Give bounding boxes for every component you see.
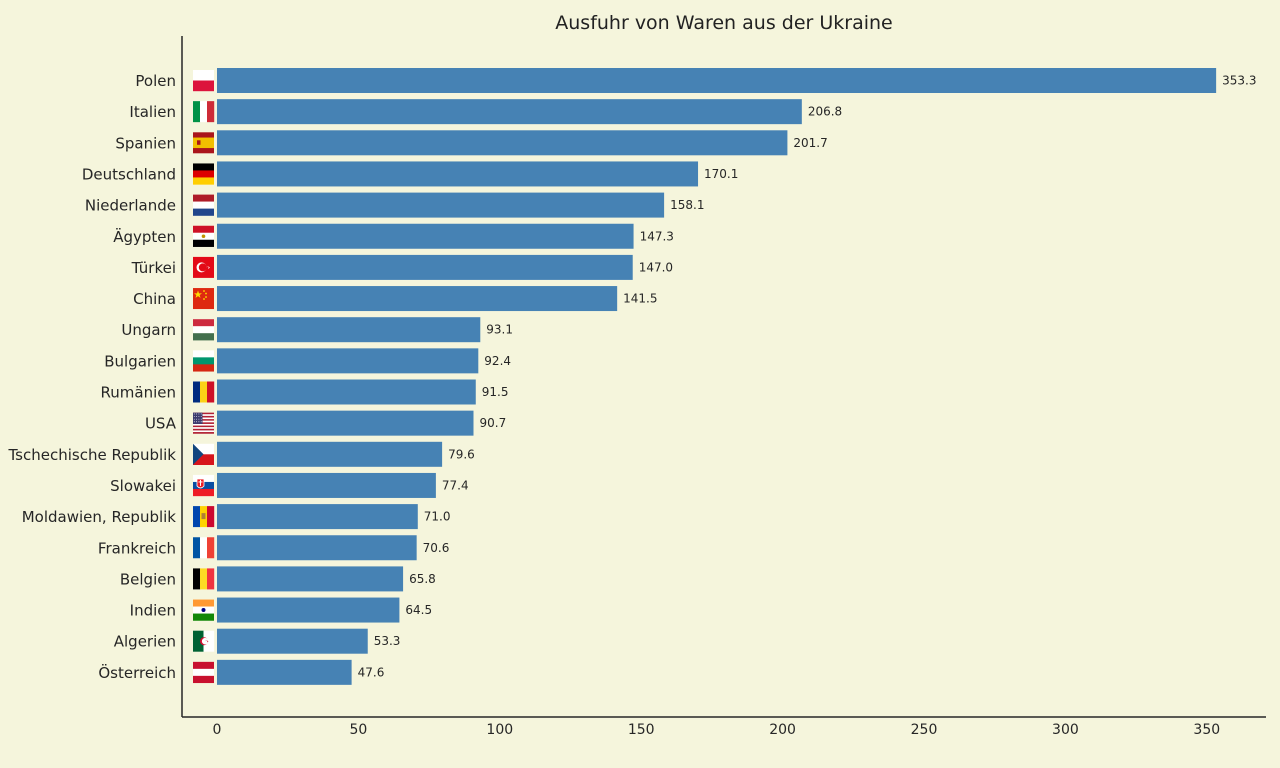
category-label: Niederlande (85, 197, 176, 215)
bar-10 (217, 379, 476, 405)
flag-hungary-icon (193, 319, 214, 341)
category-label: Frankreich (98, 539, 176, 557)
bar-1 (217, 99, 802, 125)
axes: 0 50 100 150 200 250 300 350 (181, 36, 1266, 738)
value-label: 64.5 (405, 603, 432, 617)
bar-9 (217, 348, 479, 374)
bar-0 (217, 68, 1217, 93)
value-label: 201.7 (793, 136, 827, 150)
bar-3 (217, 161, 699, 187)
category-label: Belgien (120, 570, 176, 588)
bars-layer (217, 68, 1217, 685)
bar-11 (217, 410, 474, 436)
category-label: Algerien (114, 633, 176, 651)
category-label: Italien (129, 103, 176, 121)
flag-austria-icon (193, 661, 214, 684)
chart-title: Ausfuhr von Waren aus der Ukraine (555, 12, 893, 34)
value-label: 77.4 (442, 478, 469, 492)
category-label: Spanien (115, 134, 176, 152)
bar-12 (217, 441, 443, 467)
bar-2 (217, 130, 788, 156)
x-tick-label: 150 (628, 722, 655, 738)
category-label: Deutschland (82, 165, 176, 183)
x-tick-label: 300 (1052, 722, 1079, 738)
value-label: 158.1 (670, 198, 704, 212)
value-label: 53.3 (374, 634, 401, 648)
flag-romania-icon (193, 381, 215, 403)
category-label: Bulgarien (104, 352, 176, 370)
value-label: 79.6 (448, 447, 475, 461)
value-label: 206.8 (808, 105, 842, 119)
category-label: Türkei (131, 259, 176, 277)
flag-belgium-icon (193, 568, 215, 590)
value-label: 71.0 (424, 510, 451, 524)
flag-egypt-icon (193, 225, 214, 247)
value-label: 91.5 (482, 385, 509, 399)
bar-7 (217, 286, 618, 312)
value-label: 47.6 (358, 665, 385, 679)
value-label: 147.3 (640, 229, 674, 243)
bar-18 (217, 628, 368, 654)
x-tick-label: 350 (1193, 722, 1220, 738)
category-label: China (133, 290, 176, 308)
value-label: 93.1 (486, 323, 513, 337)
flag-france-icon (193, 537, 215, 559)
category-label: Ungarn (121, 321, 176, 339)
value-label: 141.5 (623, 292, 657, 306)
flags-layer (193, 70, 215, 684)
bar-19 (217, 659, 352, 685)
category-label: USA (145, 415, 177, 433)
category-label: Rumänien (101, 384, 176, 402)
x-tick-label: 100 (486, 722, 513, 738)
category-label: Moldawien, Republik (22, 508, 177, 526)
bar-17 (217, 597, 400, 623)
value-label: 65.8 (409, 572, 436, 586)
x-tick-label: 50 (349, 722, 367, 738)
bar-4 (217, 192, 665, 218)
flag-usa-icon (193, 412, 214, 434)
category-labels: Polen Italien Spanien Deutschland Niederland… (7, 72, 176, 682)
flag-india-icon (193, 599, 214, 621)
flag-italy-icon (193, 101, 215, 123)
value-label: 70.6 (423, 541, 450, 555)
value-label: 353.3 (1222, 74, 1256, 88)
value-labels: 353.3 206.8 201.7 170.1 158.1 147.3 147.0 141.5… (358, 74, 1257, 680)
category-label: Indien (130, 602, 176, 620)
category-label: Slowakei (110, 477, 176, 495)
bar-16 (217, 566, 404, 592)
bar-5 (217, 223, 634, 249)
bar-8 (217, 317, 481, 343)
bar-15 (217, 535, 417, 561)
x-tick-label: 250 (911, 722, 938, 738)
category-label: Tschechische Republik (7, 446, 176, 464)
bar-13 (217, 472, 436, 498)
flag-bulgaria-icon (193, 350, 214, 372)
x-tick-label: 0 (213, 722, 222, 738)
category-label: Ägypten (113, 227, 176, 246)
flag-china-icon (193, 288, 214, 310)
flag-germany-icon (193, 163, 214, 185)
flag-czechia-icon (193, 443, 214, 465)
x-tick-label: 200 (769, 722, 796, 738)
flag-spain-icon (193, 132, 214, 154)
value-label: 92.4 (484, 354, 511, 368)
value-label: 90.7 (479, 416, 506, 430)
flag-poland-icon (193, 70, 214, 92)
bar-6 (217, 254, 633, 280)
category-label: Polen (135, 72, 176, 90)
flag-moldova-icon (193, 506, 215, 528)
flag-slovakia-icon (193, 474, 214, 497)
flag-algeria-icon (193, 630, 215, 652)
value-label: 170.1 (704, 167, 738, 181)
value-label: 147.0 (639, 260, 673, 274)
bar-14 (217, 504, 418, 530)
flag-netherlands-icon (193, 194, 214, 216)
flag-turkey-icon (193, 256, 214, 278)
category-label: Österreich (98, 663, 176, 682)
